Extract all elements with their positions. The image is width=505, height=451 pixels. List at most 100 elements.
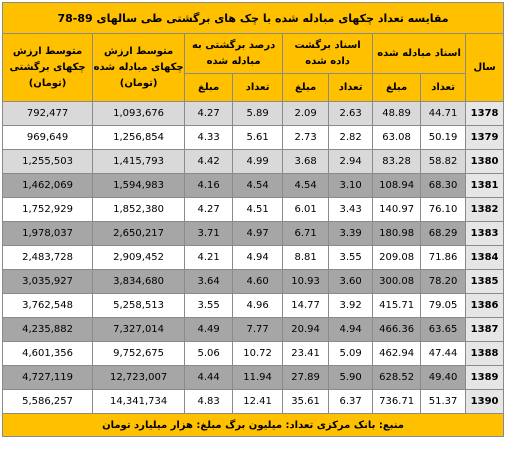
table-cell: 6.01 (282, 197, 330, 222)
table-cell: 415.71 (372, 293, 422, 318)
table-cell: 10.72 (232, 341, 284, 366)
year-cell: 1382 (465, 197, 505, 222)
title: مقایسه تعداد چکهای مبادله شده با چک های … (1, 2, 505, 34)
table-cell: 4.54 (232, 173, 284, 198)
table-cell: 11.94 (232, 365, 284, 390)
header: اسناد مبادله شده (372, 33, 467, 74)
table-cell: 2,909,452 (92, 245, 186, 270)
table-cell: 1,256,854 (92, 125, 186, 150)
table-cell: 4.16 (184, 173, 234, 198)
table-cell: 1,852,380 (92, 197, 186, 222)
table-cell: 35.61 (282, 389, 330, 414)
table-cell: 5,258,513 (92, 293, 186, 318)
footer: منبع: بانک مرکزی تعداد: میلیون برگ مبلغ:… (1, 413, 505, 437)
sub-header: تعداد (328, 73, 374, 102)
table-row: 1381 68.30 108.94 3.10 4.54 4.54 4.16 1,594,983… (1, 173, 505, 198)
table-cell: 5.90 (328, 365, 374, 390)
year-cell: 1384 (465, 245, 505, 270)
table-cell: 4.33 (184, 125, 234, 150)
year-cell: 1389 (465, 365, 505, 390)
table-cell: 2.94 (328, 149, 374, 174)
table-cell: 1,415,793 (92, 149, 186, 174)
table-cell: 4,601,356 (1, 341, 94, 366)
table-cell: 209.08 (372, 245, 422, 270)
table-cell: 4.97 (232, 221, 284, 246)
table-cell: 4.54 (282, 173, 330, 198)
table-cell: 4.94 (232, 245, 284, 270)
table-cell: 3.68 (282, 149, 330, 174)
table-cell: 63.65 (420, 317, 467, 342)
table-cell: 23.41 (282, 341, 330, 366)
table-cell: 51.37 (420, 389, 467, 414)
table-cell: 5.89 (232, 101, 284, 126)
sub-header: مبلغ (372, 73, 422, 102)
table-cell: 2,483,728 (1, 245, 94, 270)
year-cell: 1385 (465, 269, 505, 294)
table-cell: 50.19 (420, 125, 467, 150)
table-row: 1387 63.65 466.36 4.94 20.94 7.77 4.49 7,327,01… (1, 317, 505, 342)
table-row: 1382 76.10 140.97 3.43 6.01 4.51 4.27 1,852,380… (1, 197, 505, 222)
table-cell: 4.42 (184, 149, 234, 174)
table-cell: 9,752,675 (92, 341, 186, 366)
table-cell: 4.94 (328, 317, 374, 342)
table-cell: 2.63 (328, 101, 374, 126)
header: درصد برگشتی به مبادله شده (184, 33, 284, 74)
table-cell: 180.98 (372, 221, 422, 246)
table-cell: 20.94 (282, 317, 330, 342)
table-cell: 3.39 (328, 221, 374, 246)
table-cell: 3,762,548 (1, 293, 94, 318)
header: سال (465, 33, 505, 102)
table-cell: 2.73 (282, 125, 330, 150)
table-cell: 2.82 (328, 125, 374, 150)
table-cell: 3.10 (328, 173, 374, 198)
table-cell: 1,255,503 (1, 149, 94, 174)
table-cell: 10.93 (282, 269, 330, 294)
table-cell: 1,594,983 (92, 173, 186, 198)
table-cell: 4.60 (232, 269, 284, 294)
table-cell: 12.41 (232, 389, 284, 414)
table-cell: 4,235,882 (1, 317, 94, 342)
data-table: مقایسه تعداد چکهای مبادله شده با چک های … (1, 2, 505, 437)
table-cell: 3.71 (184, 221, 234, 246)
table-cell: 7.77 (232, 317, 284, 342)
table-cell: 462.94 (372, 341, 422, 366)
table-cell: 2.09 (282, 101, 330, 126)
table-cell: 3.55 (328, 245, 374, 270)
table-row: 1383 68.29 180.98 3.39 6.71 4.97 3.71 2,650,217… (1, 221, 505, 246)
table-row: 1389 49.40 628.52 5.90 27.89 11.94 4.44 12,723,… (1, 365, 505, 390)
table-cell: 5.06 (184, 341, 234, 366)
table-cell: 27.89 (282, 365, 330, 390)
table-cell: 4.21 (184, 245, 234, 270)
table-cell: 8.81 (282, 245, 330, 270)
table-cell: 466.36 (372, 317, 422, 342)
table-cell: 3.60 (328, 269, 374, 294)
table-cell: 3.92 (328, 293, 374, 318)
table-cell: 4.27 (184, 197, 234, 222)
table-cell: 4.49 (184, 317, 234, 342)
table-cell: 140.97 (372, 197, 422, 222)
table-cell: 4.83 (184, 389, 234, 414)
year-cell: 1381 (465, 173, 505, 198)
table-cell: 3,834,680 (92, 269, 186, 294)
table-cell: 14.77 (282, 293, 330, 318)
table-cell: 5.61 (232, 125, 284, 150)
table-cell: 4,727,119 (1, 365, 94, 390)
table-cell: 1,752,929 (1, 197, 94, 222)
table-cell: 6.71 (282, 221, 330, 246)
table-cell: 3,035,927 (1, 269, 94, 294)
table-row: 1380 58.82 83.28 2.94 3.68 4.99 4.42 1,415,793 1… (1, 149, 505, 174)
year-cell: 1390 (465, 389, 505, 414)
table-row: 1379 50.19 63.08 2.82 2.73 5.61 4.33 1,256,854 9… (1, 125, 505, 150)
table-cell: 4.44 (184, 365, 234, 390)
table-cell: 76.10 (420, 197, 467, 222)
table-row: 1386 79.05 415.71 3.92 14.77 4.96 3.55 5,258,51… (1, 293, 505, 318)
table-cell: 792,477 (1, 101, 94, 126)
table-cell: 969,649 (1, 125, 94, 150)
table-row: 1385 78.20 300.08 3.60 10.93 4.60 3.64 3,834,68… (1, 269, 505, 294)
table-cell: 83.28 (372, 149, 422, 174)
table-cell: 2,650,217 (92, 221, 186, 246)
table-cell: 3.64 (184, 269, 234, 294)
year-cell: 1379 (465, 125, 505, 150)
table-cell: 5.09 (328, 341, 374, 366)
table-cell: 6.37 (328, 389, 374, 414)
